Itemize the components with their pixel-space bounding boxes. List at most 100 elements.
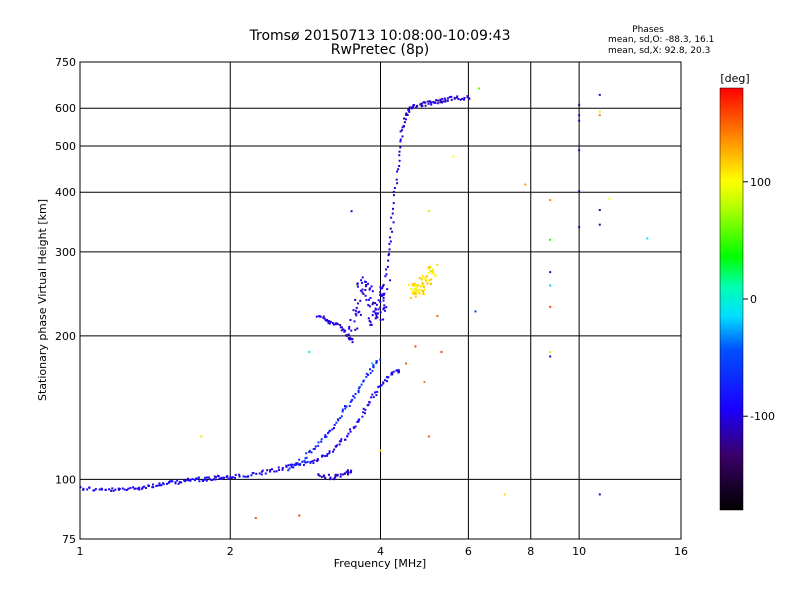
trace-point [288,467,291,470]
trace-point [198,480,201,483]
trace-point [345,334,348,337]
trace-point [244,475,247,478]
trace-point [338,440,341,443]
trace-point [433,273,436,276]
trace-point [334,475,337,478]
trace-point [453,96,456,99]
data-point [254,517,257,520]
trace-point [324,434,327,437]
trace-point [448,96,451,99]
trace-point [412,289,415,292]
trace-point [162,483,165,486]
trace-point [313,447,316,450]
trace-point [204,476,207,479]
trace-point [349,428,352,431]
trace-point [420,284,423,287]
trace-point [411,284,414,287]
trace-point [356,302,359,305]
trace-point [379,286,382,289]
y-tick-label: 300 [55,246,76,259]
trace-point [305,452,308,455]
trace-point [368,287,371,290]
trace-point [382,382,385,385]
trace-point [269,468,272,471]
trace-point [334,323,337,326]
x-tick-label: 4 [377,545,384,558]
data-point [578,190,581,193]
trace-point [292,466,295,469]
trace-point [368,288,371,291]
trace-point [371,369,374,372]
trace-point [379,311,382,314]
trace-point [350,329,353,332]
trace-point [414,289,417,292]
trace-point [365,298,368,301]
trace-point [229,475,232,478]
trace-point [352,395,355,398]
trace-point [424,276,427,279]
trace-point [444,100,447,103]
data-point [405,362,408,365]
grid [80,62,681,539]
trace-point [365,284,368,287]
trace-point [361,288,364,291]
trace-point [436,263,439,266]
colorbar-ticks: 100 0 -100 [743,176,775,423]
trace-point [379,306,382,309]
trace-point [392,370,395,373]
stats-line-o: mean, sd,O: -88.3, 16.1 [608,35,714,45]
trace-point [430,270,433,273]
trace-point [377,299,380,302]
trace-point [180,481,183,484]
trace-point [416,105,419,108]
trace-point [396,182,399,185]
trace-point [421,104,424,107]
trace-point [375,303,378,306]
trace-point [427,272,430,275]
data-point [578,149,581,152]
trace-point [421,276,424,279]
trace-point [285,464,288,467]
trace-point [360,383,363,386]
trace-point [339,326,342,329]
trace-point [415,283,418,286]
trace-point [357,387,360,390]
trace-point [398,159,401,162]
trace-point [347,337,350,340]
trace-point [343,330,346,333]
trace-point [326,454,329,457]
trace-point [463,96,466,99]
trace-point [242,475,245,478]
trace-point [386,265,389,268]
chart-title: Tromsø 20150713 10:08:00-10:09:43 [249,28,511,44]
trace-point [360,279,363,282]
trace-point [402,124,405,127]
trace-point [368,368,371,371]
trace-point [321,454,324,457]
trace-point [457,97,460,100]
trace-point [374,302,377,305]
trace-point [390,216,393,219]
trace-point [339,473,342,476]
trace-point [386,376,389,379]
trace-point [379,384,382,387]
trace-point [347,473,350,476]
x-tick-label: 6 [465,545,472,558]
trace-point [123,488,126,491]
trace-point [314,445,317,448]
trace-point [427,102,430,105]
colorbar [719,87,744,511]
trace-point [385,306,388,309]
colorbar-label: [deg] [720,72,749,85]
trace-point [349,336,352,339]
trace-point [410,107,413,110]
trace-point [455,96,458,99]
trace-point [215,476,218,479]
trace-point [362,292,365,295]
trace-point [382,285,385,288]
trace-point [332,323,335,326]
x-tick-label: 8 [527,545,534,558]
trace-point [356,327,359,330]
trace-point [385,268,388,271]
trace-point [98,488,101,491]
